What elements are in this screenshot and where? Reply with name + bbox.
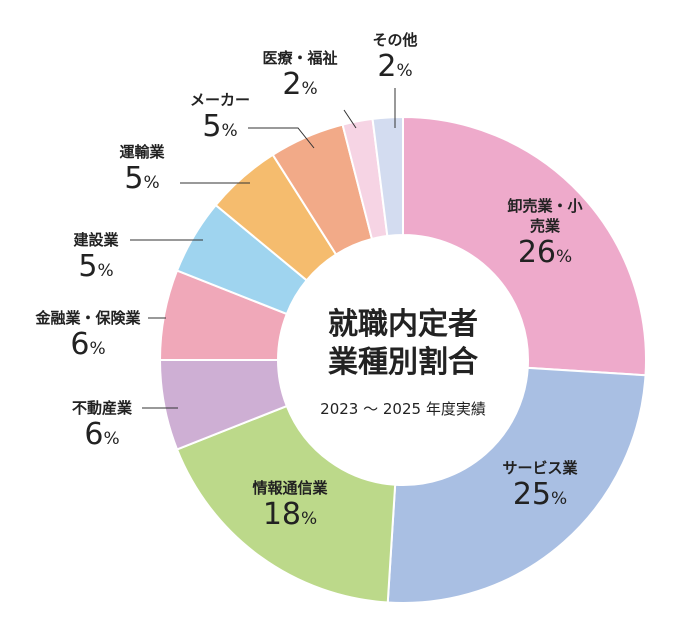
value-unit: %	[301, 79, 318, 99]
value-label: 6%	[35, 328, 140, 366]
chart-subtitle: 2023 ～ 2025 年度実績	[320, 400, 486, 418]
value-label: 2%	[372, 50, 417, 88]
value-label: 18%	[252, 498, 327, 536]
category-label: 医療・福祉	[262, 49, 338, 67]
category-label: 金融業・保険業	[35, 309, 141, 327]
slice-label: 卸売業・小売業 26%	[505, 196, 585, 274]
value-unit: %	[556, 247, 573, 267]
value-unit: %	[396, 61, 413, 81]
leader-lines	[130, 88, 396, 409]
category-label: その他	[372, 31, 418, 49]
value-unit: %	[89, 339, 106, 359]
slice-label: 運輸業 5%	[119, 142, 164, 200]
leader-line	[343, 109, 357, 129]
value-label: 2%	[262, 68, 337, 106]
category-label: 建設業	[73, 231, 119, 249]
value-unit: %	[143, 173, 160, 193]
slice-label: メーカー 5%	[190, 90, 250, 148]
slice-label: その他 2%	[372, 30, 417, 88]
value-number: 2	[282, 67, 302, 102]
category-label: 卸売業・小売業	[507, 197, 583, 235]
category-label: 情報通信業	[252, 479, 328, 497]
chart-title: 就職内定者業種別割合	[328, 307, 478, 380]
value-label: 26%	[505, 236, 585, 274]
category-label: 運輸業	[119, 143, 165, 161]
slice	[386, 366, 647, 604]
value-label: 5%	[119, 162, 164, 200]
value-unit: %	[551, 489, 568, 509]
slice	[402, 115, 647, 377]
leader-line	[248, 127, 315, 149]
value-number: 2	[377, 49, 397, 84]
value-label: 25%	[502, 478, 577, 516]
value-unit: %	[301, 509, 318, 529]
value-number: 25	[512, 477, 552, 512]
value-number: 5	[124, 161, 144, 196]
category-label: サービス業	[502, 459, 578, 477]
category-label: 不動産業	[71, 399, 133, 417]
value-label: 5%	[73, 250, 118, 288]
category-label: メーカー	[189, 91, 251, 109]
slice-label: 金融業・保険業 6%	[35, 308, 140, 366]
slice-label: 不動産業 6%	[72, 398, 132, 456]
value-number: 18	[262, 497, 302, 532]
value-number: 5	[78, 249, 98, 284]
value-label: 5%	[190, 110, 250, 148]
slice	[371, 115, 404, 238]
slices	[158, 115, 647, 604]
value-number: 5	[202, 109, 222, 144]
value-number: 26	[517, 235, 557, 270]
value-number: 6	[70, 327, 90, 362]
value-label: 6%	[72, 418, 132, 456]
value-unit: %	[103, 429, 120, 449]
value-unit: %	[221, 121, 238, 141]
slice-label: 建設業 5%	[73, 230, 118, 288]
slice-label: 医療・福祉 2%	[262, 48, 337, 106]
slice	[175, 404, 397, 604]
slice-label: 情報通信業 18%	[252, 478, 327, 536]
slice-label: サービス業 25%	[502, 458, 577, 516]
value-unit: %	[97, 261, 114, 281]
value-number: 6	[84, 417, 104, 452]
